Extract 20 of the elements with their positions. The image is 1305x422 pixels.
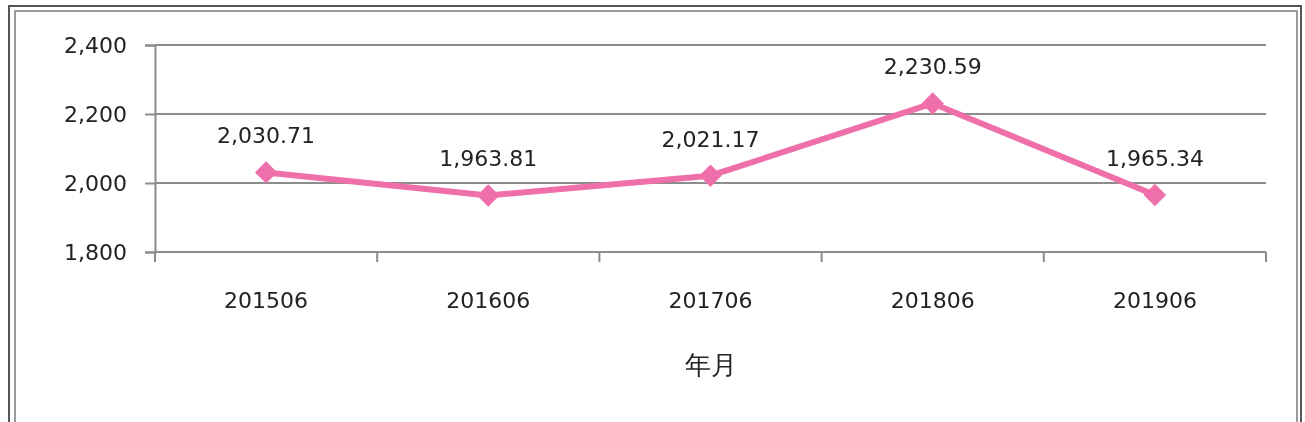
data-label: 2,230.59 [883, 54, 982, 80]
x-tick-label: 201506 [224, 288, 309, 313]
point [477, 184, 500, 207]
data-label: 2,030.71 [217, 123, 316, 149]
y-tick-label: 2,200 [64, 101, 127, 127]
x-tick-label: 201806 [890, 288, 975, 313]
y-tick-label: 2,000 [64, 170, 127, 196]
y-tick-label: 2,400 [64, 32, 127, 58]
point [254, 161, 278, 184]
point [699, 164, 722, 187]
point [921, 92, 944, 115]
data-label: 2,021.17 [661, 126, 760, 152]
data-label: 1,963.81 [439, 146, 538, 172]
y-tick-label: 1,800 [64, 239, 127, 265]
data-label: 1,965.34 [1105, 145, 1204, 171]
x-tick-label: 201706 [668, 288, 753, 313]
x-tick-label: 201606 [446, 288, 531, 313]
x-tick-label: 201906 [1112, 288, 1197, 313]
point [1143, 183, 1167, 207]
x-axis-title: 年月 [684, 350, 737, 380]
